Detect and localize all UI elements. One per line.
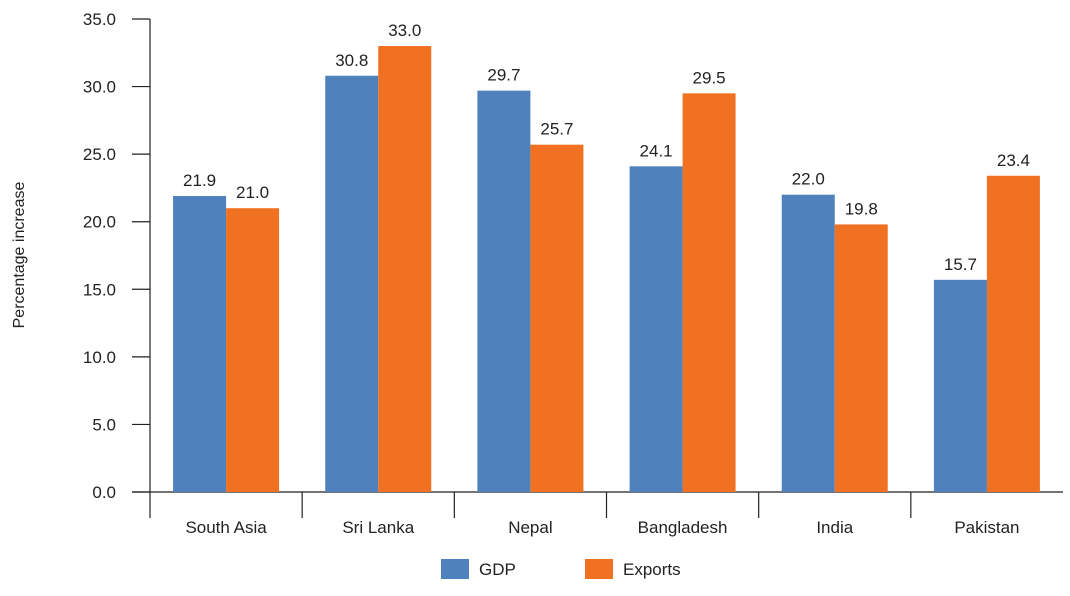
x-tick-label: Pakistan bbox=[954, 518, 1019, 537]
bar-exports-south-asia bbox=[226, 208, 280, 492]
data-label: 15.7 bbox=[944, 255, 977, 274]
data-label: 29.5 bbox=[693, 68, 726, 87]
bar-exports-bangladesh bbox=[682, 93, 736, 492]
y-tick-label: 0.0 bbox=[92, 483, 116, 502]
y-tick-label: 25.0 bbox=[83, 145, 116, 164]
y-axis-ticks: 0.0 5.0 10.0 15.0 20.0 25.0 30.0 35.0 bbox=[83, 10, 150, 502]
y-tick-label: 5.0 bbox=[92, 415, 116, 434]
data-label: 33.0 bbox=[388, 21, 421, 40]
y-tick-label: 20.0 bbox=[83, 213, 116, 232]
legend-label-exports: Exports bbox=[623, 560, 681, 579]
legend-label-gdp: GDP bbox=[479, 560, 516, 579]
bar-exports-pakistan bbox=[986, 175, 1040, 492]
bar-exports-nepal bbox=[530, 144, 584, 492]
data-label: 29.7 bbox=[487, 66, 520, 85]
y-axis-title: Percentage increase bbox=[11, 182, 28, 329]
bar-gdp-bangladesh bbox=[629, 166, 683, 492]
y-tick-label: 15.0 bbox=[83, 280, 116, 299]
legend: GDP Exports bbox=[441, 559, 681, 579]
data-labels: 21.9 21.0 30.8 33.0 29.7 25.7 24.1 29.5 22.0 19.8… bbox=[183, 21, 1030, 274]
y-tick-label: 10.0 bbox=[83, 348, 116, 367]
bar-gdp-sri-lanka bbox=[325, 75, 379, 492]
data-label: 21.0 bbox=[236, 183, 269, 202]
bars bbox=[173, 46, 1040, 493]
legend-swatch-exports bbox=[585, 559, 613, 579]
y-tick-label: 30.0 bbox=[83, 78, 116, 97]
data-label: 23.4 bbox=[997, 151, 1030, 170]
data-label: 22.0 bbox=[792, 170, 825, 189]
x-axis-ticks: South Asia Sri Lanka Nepal Bangladesh India P… bbox=[149, 492, 1020, 537]
data-label: 30.8 bbox=[335, 51, 368, 70]
data-label: 19.8 bbox=[845, 199, 878, 218]
bar-exports-india bbox=[834, 224, 888, 492]
bar-exports-sri-lanka bbox=[378, 46, 432, 493]
axes bbox=[132, 19, 1063, 493]
data-label: 24.1 bbox=[640, 141, 673, 160]
bar-gdp-pakistan bbox=[933, 279, 987, 492]
bar-gdp-south-asia bbox=[173, 196, 227, 492]
x-tick-label: Bangladesh bbox=[638, 518, 728, 537]
bar-gdp-nepal bbox=[477, 90, 531, 492]
x-tick-label: South Asia bbox=[185, 518, 267, 537]
bar-gdp-india bbox=[781, 194, 835, 492]
x-tick-label: Sri Lanka bbox=[342, 518, 414, 537]
data-label: 25.7 bbox=[540, 120, 573, 139]
data-label: 21.9 bbox=[183, 171, 216, 190]
y-tick-label: 35.0 bbox=[83, 10, 116, 29]
legend-swatch-gdp bbox=[441, 559, 469, 579]
x-tick-label: Nepal bbox=[508, 518, 552, 537]
x-tick-label: India bbox=[816, 518, 853, 537]
